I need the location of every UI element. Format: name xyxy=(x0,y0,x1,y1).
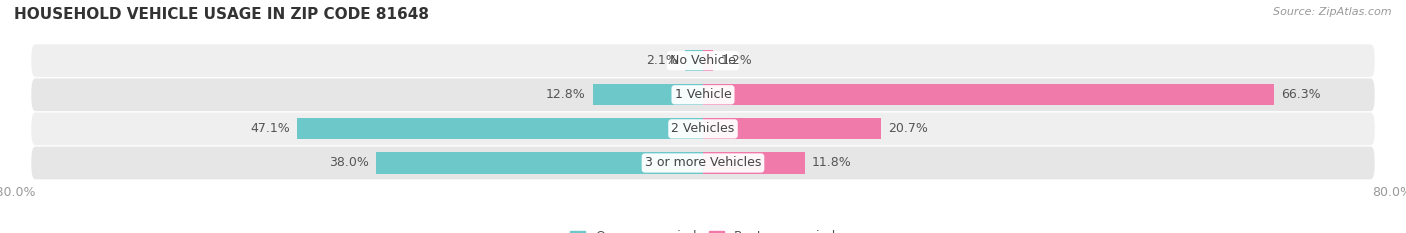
Bar xyxy=(703,118,882,140)
Text: 11.8%: 11.8% xyxy=(811,157,851,169)
Text: 2.1%: 2.1% xyxy=(647,54,678,67)
Text: 12.8%: 12.8% xyxy=(546,88,586,101)
Text: 1 Vehicle: 1 Vehicle xyxy=(675,88,731,101)
Text: 1.2%: 1.2% xyxy=(720,54,752,67)
Text: 2 Vehicles: 2 Vehicles xyxy=(672,122,734,135)
Legend: Owner-occupied, Renter-occupied: Owner-occupied, Renter-occupied xyxy=(565,225,841,233)
Bar xyxy=(593,84,703,105)
FancyBboxPatch shape xyxy=(31,44,1375,77)
Text: Source: ZipAtlas.com: Source: ZipAtlas.com xyxy=(1274,7,1392,17)
FancyBboxPatch shape xyxy=(31,79,1375,111)
Text: 66.3%: 66.3% xyxy=(1281,88,1320,101)
Text: No Vehicle: No Vehicle xyxy=(671,54,735,67)
FancyBboxPatch shape xyxy=(31,147,1375,179)
Bar xyxy=(375,152,703,174)
Bar xyxy=(703,152,804,174)
Bar xyxy=(703,84,1274,105)
Text: 3 or more Vehicles: 3 or more Vehicles xyxy=(645,157,761,169)
Text: 38.0%: 38.0% xyxy=(329,157,368,169)
Bar xyxy=(703,50,713,71)
FancyBboxPatch shape xyxy=(31,113,1375,145)
Bar xyxy=(298,118,703,140)
Text: 20.7%: 20.7% xyxy=(889,122,928,135)
Text: HOUSEHOLD VEHICLE USAGE IN ZIP CODE 81648: HOUSEHOLD VEHICLE USAGE IN ZIP CODE 8164… xyxy=(14,7,429,22)
Text: 47.1%: 47.1% xyxy=(250,122,291,135)
Bar xyxy=(685,50,703,71)
